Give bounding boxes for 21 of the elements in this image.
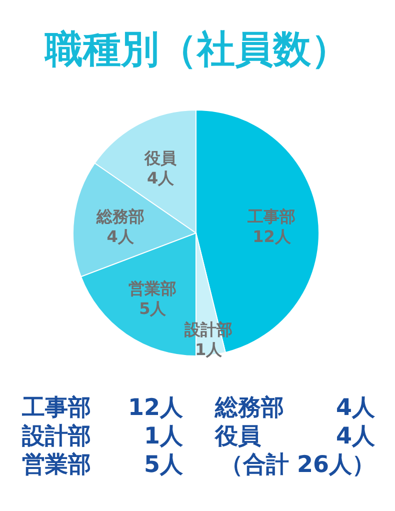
text: 5人 [144, 452, 183, 478]
slice-label: 総務部 [95, 206, 144, 226]
text: 4人 [336, 395, 375, 421]
slice-label: 工事部 [246, 206, 296, 226]
data-label: 4人 [146, 168, 176, 188]
category-label: 役員 [215, 424, 261, 450]
text: 12人 [128, 395, 183, 421]
category-label: 工事部 [22, 395, 91, 421]
data-label: 12人 [252, 226, 292, 246]
category-label: 設計部 [22, 424, 91, 450]
text: 1人 [144, 424, 183, 450]
category-label: 総務部 [215, 395, 284, 421]
data-label: 4人 [106, 226, 135, 246]
data-label: 1人 [195, 340, 224, 359]
slice-label: 役員 [144, 148, 178, 168]
text: 4人 [336, 424, 375, 450]
slice-label: 営業部 [128, 278, 177, 298]
chart-title: 職種別（社員数） [44, 27, 349, 71]
category-label: 営業部 [22, 452, 91, 478]
data-label: 5人 [139, 298, 168, 318]
text: （合計 26人） [220, 452, 375, 478]
